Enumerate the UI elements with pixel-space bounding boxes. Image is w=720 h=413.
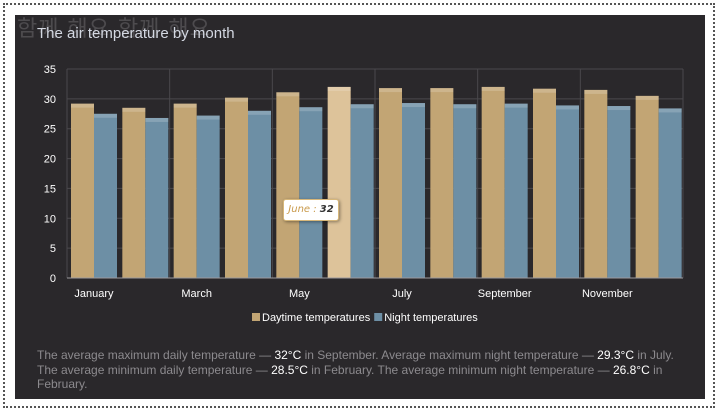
bar-cap [327,86,351,91]
night-bar [607,106,631,278]
daytime-bar [71,103,94,279]
bar-cap [533,88,556,93]
night-bar [196,115,220,278]
summary-text: The average maximum daily temperature — [37,348,275,362]
night-bar [94,113,117,279]
night-bar [350,104,374,278]
bar-cap [607,106,631,111]
daytime-bar [584,89,608,279]
summary-value: 26.8°C [612,362,650,377]
summary-value: 28.5°C [271,362,308,377]
x-tick-label: November [582,288,633,300]
legend-label: Night temperatures [384,312,478,324]
legend-label: Daytime temperatures [262,312,371,324]
daytime-bar [327,86,351,279]
bar-cap [481,86,505,91]
bar-cap [173,103,197,108]
bar-cap [145,117,169,122]
y-tick-label: 35 [44,64,56,76]
night-bar [453,104,477,278]
legend-swatch [374,313,383,321]
daytime-bar [481,86,505,279]
chart-title: The air temperature by month [37,25,235,42]
summary-text: in February. The average minimum night t… [307,362,613,377]
night-bar [658,108,682,278]
summary-text: in July. The average minimum daily tempe… [37,348,674,377]
bar-cap [453,104,477,109]
summary-value: 29.3°C [597,348,634,362]
bar-cap [402,103,425,108]
y-tick-label: 30 [44,94,56,106]
x-tick-label: March [181,288,212,300]
night-bar [145,117,169,278]
summary-text: in February. [37,362,663,392]
daytime-bar [635,95,659,278]
summary-text: in September. Average maximum night temp… [301,348,598,362]
night-bar [248,110,271,278]
bar-layer [71,86,682,279]
bar-cap [658,108,682,113]
bar-cap [225,97,248,102]
chart-panel: 함께 해요 함께 해요 The air temperature by month… [15,15,705,399]
bar-cap [556,105,579,110]
summary-value: 32°C [274,348,302,362]
bar-cap [504,103,528,108]
tooltip-label: June : [288,204,317,215]
bar-cap [584,89,608,94]
bar-cap [122,107,146,112]
bar-cap [635,95,659,100]
daytime-bar [173,103,197,279]
bar-cap [430,88,454,93]
daytime-bar [430,88,454,278]
bar-cap [94,113,117,118]
bar-cap [276,92,300,97]
daytime-bar [276,92,300,278]
daytime-bar [122,107,146,278]
bar-tooltip: June : 32 [283,199,339,221]
bar-cap [71,103,94,108]
night-bar [504,103,528,279]
x-tick-label: May [289,288,310,300]
grid-layer [66,68,684,278]
x-tick-label: September [478,288,532,300]
y-tick-label: 0 [50,273,56,285]
watermark: 함께 해요 함께 해요 [17,17,211,42]
bar-cap [350,104,374,109]
x-tick-label: July [392,288,412,300]
y-tick-label: 10 [44,213,56,225]
legend-swatch [252,313,260,321]
axis-layer: 0 5 10 15 20 25 30 35 January March May July Septemb… [44,64,683,300]
x-tick-label: January [74,288,114,300]
tooltip-value: 32 [319,204,334,215]
page-frame [3,3,715,408]
night-bar [402,103,425,278]
daytime-bar [379,88,402,278]
bar-cap [248,110,271,115]
daytime-bar [533,88,556,278]
y-tick-label: 5 [50,243,56,255]
bar-cap [379,88,402,93]
night-bar [556,105,579,278]
night-bar [299,107,323,279]
y-tick-label: 20 [44,154,56,166]
temperature-summary: The average maximum daily temperature — … [37,348,689,392]
y-tick-label: 25 [44,124,56,136]
daytime-bar [225,97,248,278]
bar-cap [299,107,323,112]
y-tick-label: 15 [44,183,56,195]
bar-cap [196,115,220,120]
legend: Daytime temperatures Night temperatures [252,312,478,324]
temperature-bar-chart: 0 5 10 15 20 25 30 35 January March May July Septemb… [44,64,684,324]
